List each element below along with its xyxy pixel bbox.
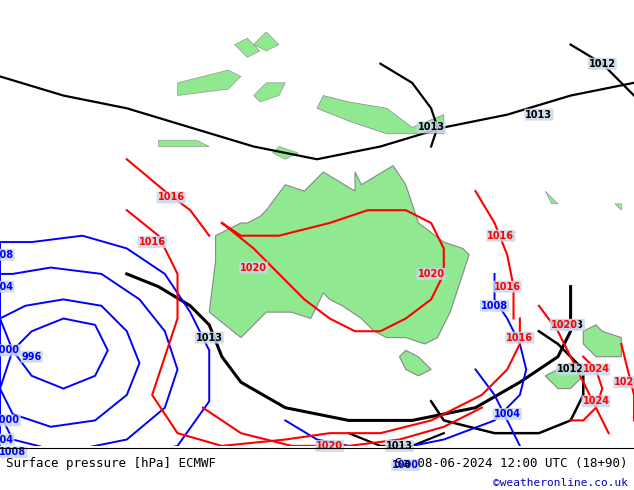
Text: 996: 996 bbox=[22, 352, 42, 362]
Polygon shape bbox=[545, 191, 558, 204]
Text: 1016: 1016 bbox=[494, 282, 521, 292]
Text: 1016: 1016 bbox=[507, 333, 533, 343]
Polygon shape bbox=[178, 70, 241, 96]
Text: 1004: 1004 bbox=[0, 435, 13, 444]
Text: 1024: 1024 bbox=[583, 365, 609, 374]
Polygon shape bbox=[399, 350, 431, 376]
Polygon shape bbox=[583, 325, 621, 357]
Text: 1013: 1013 bbox=[386, 441, 413, 451]
Text: 1004: 1004 bbox=[494, 409, 521, 419]
Text: 1013: 1013 bbox=[418, 122, 444, 132]
Text: 1008: 1008 bbox=[0, 250, 13, 260]
Polygon shape bbox=[235, 38, 260, 57]
Text: 1016: 1016 bbox=[488, 231, 514, 241]
Text: 1013: 1013 bbox=[557, 320, 584, 330]
Text: 1020: 1020 bbox=[551, 320, 578, 330]
Text: 1016: 1016 bbox=[139, 237, 165, 247]
Text: 1024: 1024 bbox=[614, 377, 634, 387]
Text: 1013: 1013 bbox=[196, 333, 223, 343]
Polygon shape bbox=[615, 204, 621, 210]
Polygon shape bbox=[317, 96, 444, 134]
Polygon shape bbox=[545, 363, 583, 389]
Polygon shape bbox=[158, 140, 209, 147]
Text: ©weatheronline.co.uk: ©weatheronline.co.uk bbox=[493, 478, 628, 489]
Text: 1004: 1004 bbox=[0, 282, 13, 292]
Text: 1000: 1000 bbox=[0, 345, 20, 355]
Text: 1012: 1012 bbox=[557, 365, 584, 374]
Text: 1024: 1024 bbox=[583, 396, 609, 406]
Text: 1013: 1013 bbox=[526, 110, 552, 120]
Text: 1000: 1000 bbox=[0, 416, 20, 425]
Text: 1020: 1020 bbox=[418, 269, 444, 279]
Text: 1000: 1000 bbox=[392, 460, 419, 470]
Text: Sa 08-06-2024 12:00 UTC (18+90): Sa 08-06-2024 12:00 UTC (18+90) bbox=[395, 457, 628, 470]
Text: 1012: 1012 bbox=[589, 59, 616, 69]
Text: 1016: 1016 bbox=[158, 193, 184, 202]
Text: 1008: 1008 bbox=[481, 301, 508, 311]
Polygon shape bbox=[209, 166, 469, 344]
Text: Surface pressure [hPa] ECMWF: Surface pressure [hPa] ECMWF bbox=[6, 457, 216, 470]
Polygon shape bbox=[254, 32, 279, 51]
Polygon shape bbox=[254, 83, 285, 102]
Polygon shape bbox=[273, 147, 298, 159]
Text: 1008: 1008 bbox=[0, 447, 26, 457]
Text: 1020: 1020 bbox=[240, 263, 267, 272]
Text: 1020: 1020 bbox=[316, 441, 343, 451]
